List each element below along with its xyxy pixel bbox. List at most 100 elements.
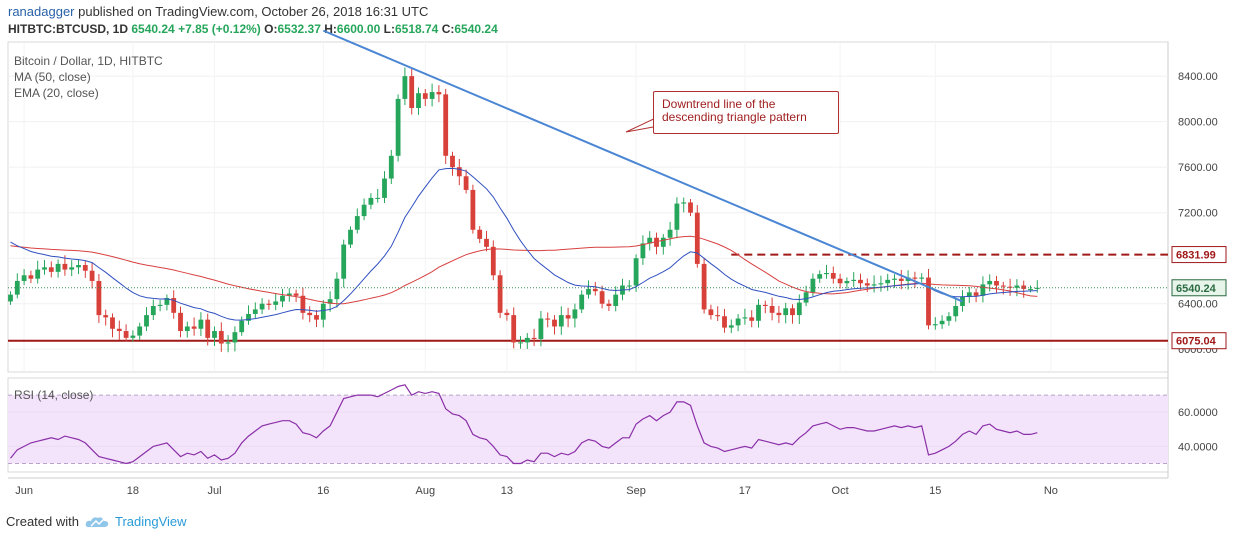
trendline-annotation: Downtrend line of the descending triangl… [653,91,839,134]
candle-body [456,167,462,177]
candle-body [273,301,279,305]
candle-body [35,269,41,279]
candle-body [484,238,489,247]
rsi-legend[interactable]: RSI (14, close) [14,388,94,402]
candle-body [749,317,755,321]
candle-body [626,285,632,287]
candle-body [830,273,836,279]
candle-body [178,312,183,332]
ma-50-line [10,235,1038,305]
candle-body [762,304,768,306]
candle-body [987,280,993,285]
tradingview-brand[interactable]: TradingView [114,514,187,529]
candle-body [688,202,693,213]
price-tag-last: 6540.24 [1171,279,1227,297]
candle-body [280,295,285,302]
candle-body [375,197,381,199]
candle-body [137,326,143,336]
candle-body [198,319,204,329]
candle-body [701,263,707,310]
candle-body [416,93,421,108]
candle-body [307,312,313,316]
x-tick-label: Oct [832,485,849,497]
publish-info: ranadagger published on TradingView.com,… [8,4,428,19]
candle-body [504,312,510,316]
y-tick-label: 8400.00 [1178,71,1218,83]
candle-body [69,267,75,270]
candle-body [858,279,863,284]
candle-body [116,328,122,332]
candle-body [572,309,578,319]
candle-body [565,315,571,319]
candle-body [558,315,564,327]
candle-body [395,98,401,156]
created-with-text: Created with [6,514,79,529]
candle-body [1007,286,1013,288]
candle-body [348,229,353,245]
open-value: 6532.37 [277,22,321,36]
candle-body [48,267,54,272]
candle-body [436,92,442,95]
candle-body [871,284,877,286]
price-tag-label: 6831.99 [1176,250,1216,262]
candle-body [429,92,435,99]
high-value: 6600.00 [336,22,381,36]
publish-text: published on TradingView.com, October 26… [74,4,429,19]
candle-body [76,265,81,268]
candle-body [545,318,551,320]
candle-body [62,263,68,270]
candle-body [790,308,795,316]
candle-body [334,278,340,300]
candle-body [606,303,612,306]
candle-body [613,294,619,306]
candle-body [246,313,251,321]
candle-body [103,315,109,318]
candle-body [341,244,347,279]
candle-body [191,326,197,329]
close-value: 6540.24 [454,22,498,36]
candle-body [994,280,999,286]
candle-body [354,216,360,230]
candle-body [21,275,27,281]
author-link[interactable]: ranadagger [8,4,75,19]
candle-body [647,237,653,244]
candle-body [966,292,972,297]
candle-body [28,275,34,279]
candle-body [422,93,428,99]
candle-body [388,155,394,179]
candle-body [524,337,530,343]
candle-body [776,312,782,316]
price-tag-box [1171,279,1227,297]
legend-ma[interactable]: MA (50, close) [14,70,91,84]
candle-body [1021,285,1027,289]
candle-body [89,270,95,281]
open-label: O: [264,22,278,36]
candle-body [300,295,306,313]
candle-body [293,293,299,296]
symbol: HITBTC:BTCUSD, 1D [8,22,128,36]
candle-body [803,292,809,303]
candle-body [232,332,238,343]
candle-body [980,284,986,296]
candle-body [463,176,469,190]
candle-body [667,229,673,238]
candle-body [851,279,857,281]
y-tick-label: 7200.00 [1178,208,1218,220]
candle-body [239,320,245,333]
footer: Created with TradingView [6,514,187,529]
legend-ema[interactable]: EMA (20, close) [14,86,99,100]
price-change: +7.85 (+0.12%) [178,22,261,36]
candle-body [919,277,925,279]
x-tick-label: No [1044,485,1058,497]
candle-body [1034,287,1040,289]
candle-body [443,94,449,156]
candle-body [286,293,292,296]
candle-body [837,278,843,284]
candle-body [885,279,891,284]
candle-body [1000,285,1006,287]
candle-body [470,189,476,230]
price-tag-label: 6075.04 [1176,336,1217,348]
candle-body [252,309,258,314]
candle-body [810,278,816,293]
